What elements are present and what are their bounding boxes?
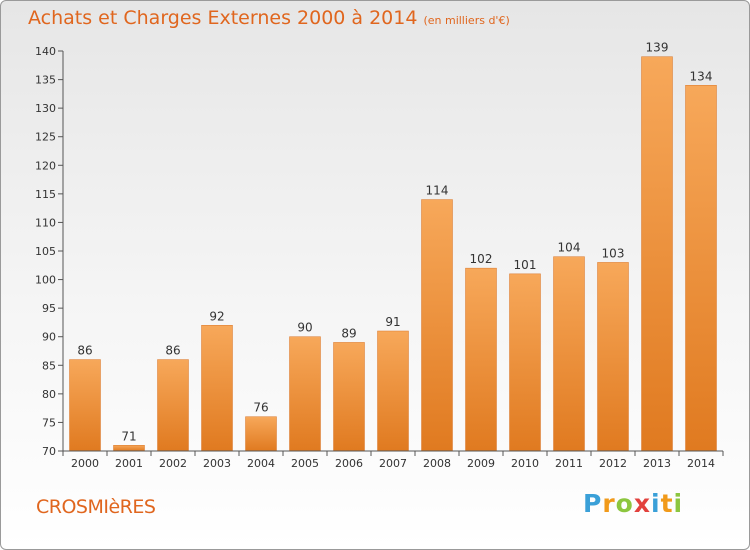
unit-note: (en milliers d'€) (423, 14, 510, 27)
bar-value-label: 71 (121, 429, 136, 443)
commune-name: CROSMIèRES (36, 496, 156, 518)
logo-letter: i (673, 489, 684, 518)
logo-letter: x (633, 489, 651, 518)
bar-2006 (333, 342, 365, 452)
bar-value-label: 134 (690, 69, 713, 83)
bar-value-label: 90 (297, 321, 312, 335)
bar-value-label: 103 (602, 246, 625, 260)
bar-value-label: 102 (470, 252, 493, 266)
bar-2001 (113, 445, 145, 452)
logo-letter: t (660, 489, 674, 518)
y-tick-label: 120 (35, 159, 56, 172)
y-tick-label: 75 (42, 416, 56, 429)
y-tick-label: 115 (35, 188, 56, 201)
x-tick-label: 2013 (643, 457, 671, 470)
y-tick-label: 125 (35, 131, 56, 144)
bar-2007 (377, 330, 409, 452)
x-tick-label: 2006 (335, 457, 363, 470)
x-tick-label: 2012 (599, 457, 627, 470)
y-tick-label: 130 (35, 102, 56, 115)
y-tick-label: 80 (42, 388, 56, 401)
proxiti-logo: Proxiti (583, 489, 683, 518)
y-tick-label: 135 (35, 74, 56, 87)
bar-2014 (685, 85, 717, 452)
bar-2008 (421, 199, 453, 452)
bar-2011 (553, 256, 585, 452)
x-tick-label: 2005 (291, 457, 319, 470)
bar-2010 (509, 273, 541, 452)
bar-value-label: 76 (253, 401, 268, 415)
y-tick-label: 90 (42, 331, 56, 344)
y-tick-label: 100 (35, 274, 56, 287)
x-tick-label: 2004 (247, 457, 275, 470)
chart-title-text: Achats et Charges Externes 2000 à 2014 (28, 7, 418, 29)
bar-2012 (597, 262, 629, 452)
x-tick-label: 2010 (511, 457, 539, 470)
y-tick-label: 105 (35, 245, 56, 258)
y-tick-label: 85 (42, 359, 56, 372)
bar-2009 (465, 267, 497, 452)
bars: 86 71 86 92 76 90 89 91 114 102 101 104 103 139 134 (69, 41, 717, 452)
bar-value-label: 104 (558, 241, 581, 255)
bar-value-label: 92 (209, 309, 224, 323)
bar-2005 (289, 336, 321, 452)
chart-title: Achats et Charges Externes 2000 à 2014 (e… (28, 7, 510, 29)
bar-2004 (245, 416, 277, 452)
y-tick-label: 95 (42, 302, 56, 315)
bar-2013 (641, 56, 673, 452)
x-tick-label: 2002 (159, 457, 187, 470)
y-axis: 70 75 80 85 90 95 100 105 110 115 120 125 130 135 140 (35, 45, 64, 458)
bar-value-label: 114 (426, 184, 449, 198)
y-tick-label: 140 (35, 45, 56, 58)
bar-2000 (69, 359, 101, 452)
x-tick-label: 2014 (687, 457, 715, 470)
x-tick-label: 2009 (467, 457, 495, 470)
bar-2003 (201, 325, 233, 452)
bar-value-label: 101 (514, 258, 537, 272)
x-tick-label: 2001 (115, 457, 143, 470)
x-tick-label: 2007 (379, 457, 407, 470)
bar-value-label: 86 (165, 344, 180, 358)
logo-letter: r (602, 489, 616, 518)
logo-letter: o (615, 489, 634, 518)
logo-letter: i (651, 489, 661, 518)
y-tick-label: 110 (35, 216, 56, 229)
bar-value-label: 91 (385, 315, 400, 329)
x-tick-label: 2011 (555, 457, 583, 470)
x-tick-label: 2003 (203, 457, 231, 470)
bar-value-label: 86 (77, 344, 92, 358)
x-tick-label: 2000 (71, 457, 99, 470)
bar-value-label: 89 (341, 326, 356, 340)
x-axis: 2000 2001 2002 2003 2004 2005 2006 2007 2008 2009… (62, 450, 724, 470)
bar-value-label: 139 (646, 41, 669, 55)
x-tick-label: 2008 (423, 457, 451, 470)
logo-letter: P (583, 489, 603, 518)
y-tick-label: 70 (42, 445, 56, 458)
bar-2002 (157, 359, 189, 452)
